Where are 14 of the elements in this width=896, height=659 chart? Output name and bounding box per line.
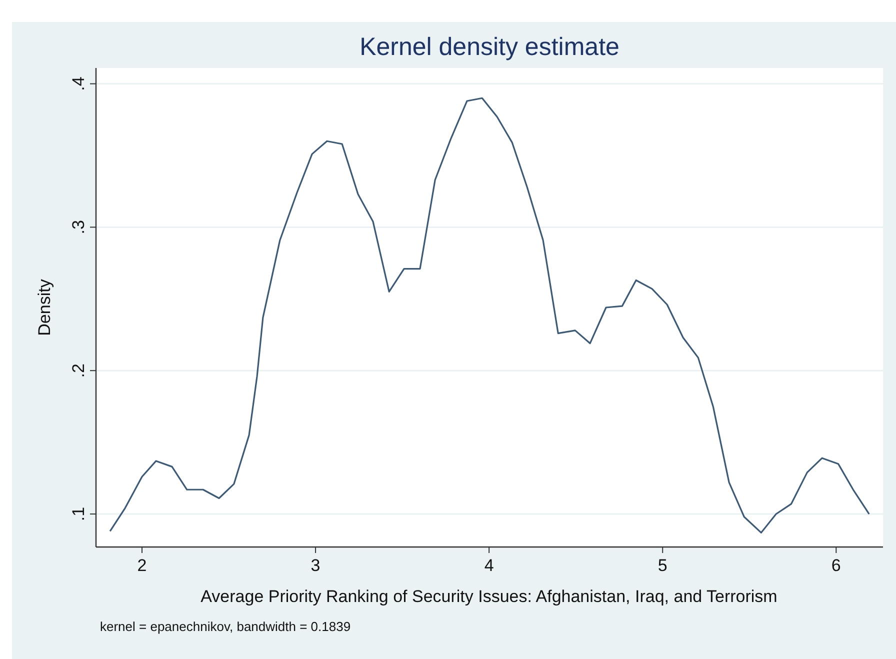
y-axis-title: Density bbox=[35, 278, 54, 336]
y-tick-label: .3 bbox=[69, 220, 88, 234]
x-tick-label: 5 bbox=[658, 556, 668, 575]
y-tick-label: .1 bbox=[69, 506, 88, 522]
chart-title: Kernel density estimate bbox=[360, 33, 620, 61]
y-tick-label: .2 bbox=[69, 364, 88, 378]
line-series bbox=[109, 97, 870, 534]
x-tick-label: 2 bbox=[137, 556, 147, 575]
x-tick-label: 6 bbox=[831, 556, 841, 575]
x-tick-label: 4 bbox=[484, 556, 494, 575]
text: kernel = epanechnikov, bandwidth = 0.1839 bbox=[100, 619, 351, 634]
x-tick-label: 3 bbox=[310, 556, 320, 575]
y-tick-label: .4 bbox=[69, 76, 88, 91]
x-axis-title: Average Priority Ranking of Security Issues: Afghanistan, Iraq, and Terrorism bbox=[200, 587, 778, 606]
